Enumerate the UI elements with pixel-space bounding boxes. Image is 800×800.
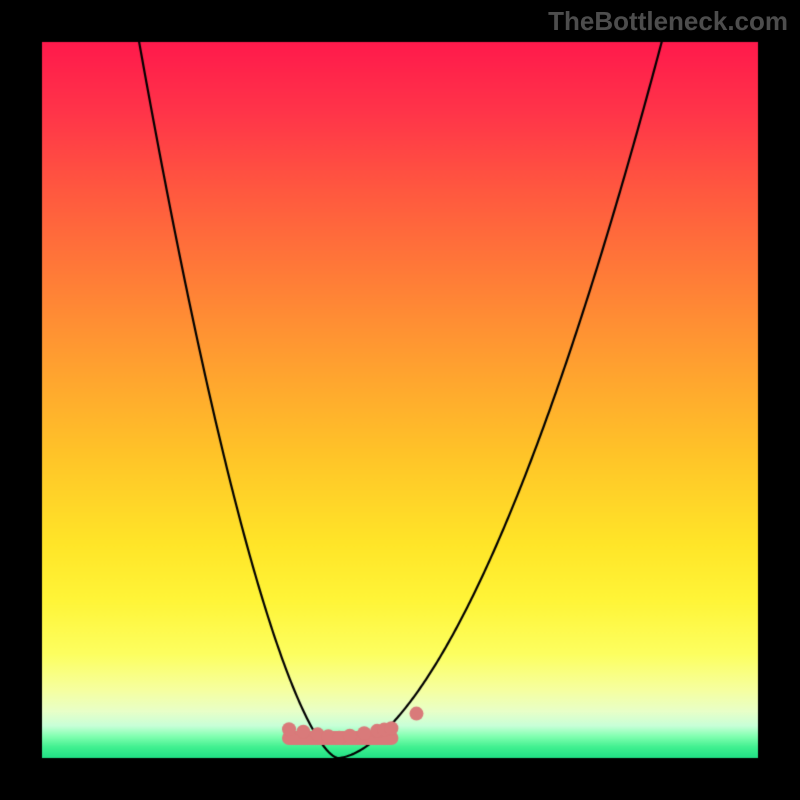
- bottleneck-curve-chart: [0, 0, 800, 800]
- chart-stage: TheBottleneck.com: [0, 0, 800, 800]
- watermark-text: TheBottleneck.com: [548, 6, 788, 37]
